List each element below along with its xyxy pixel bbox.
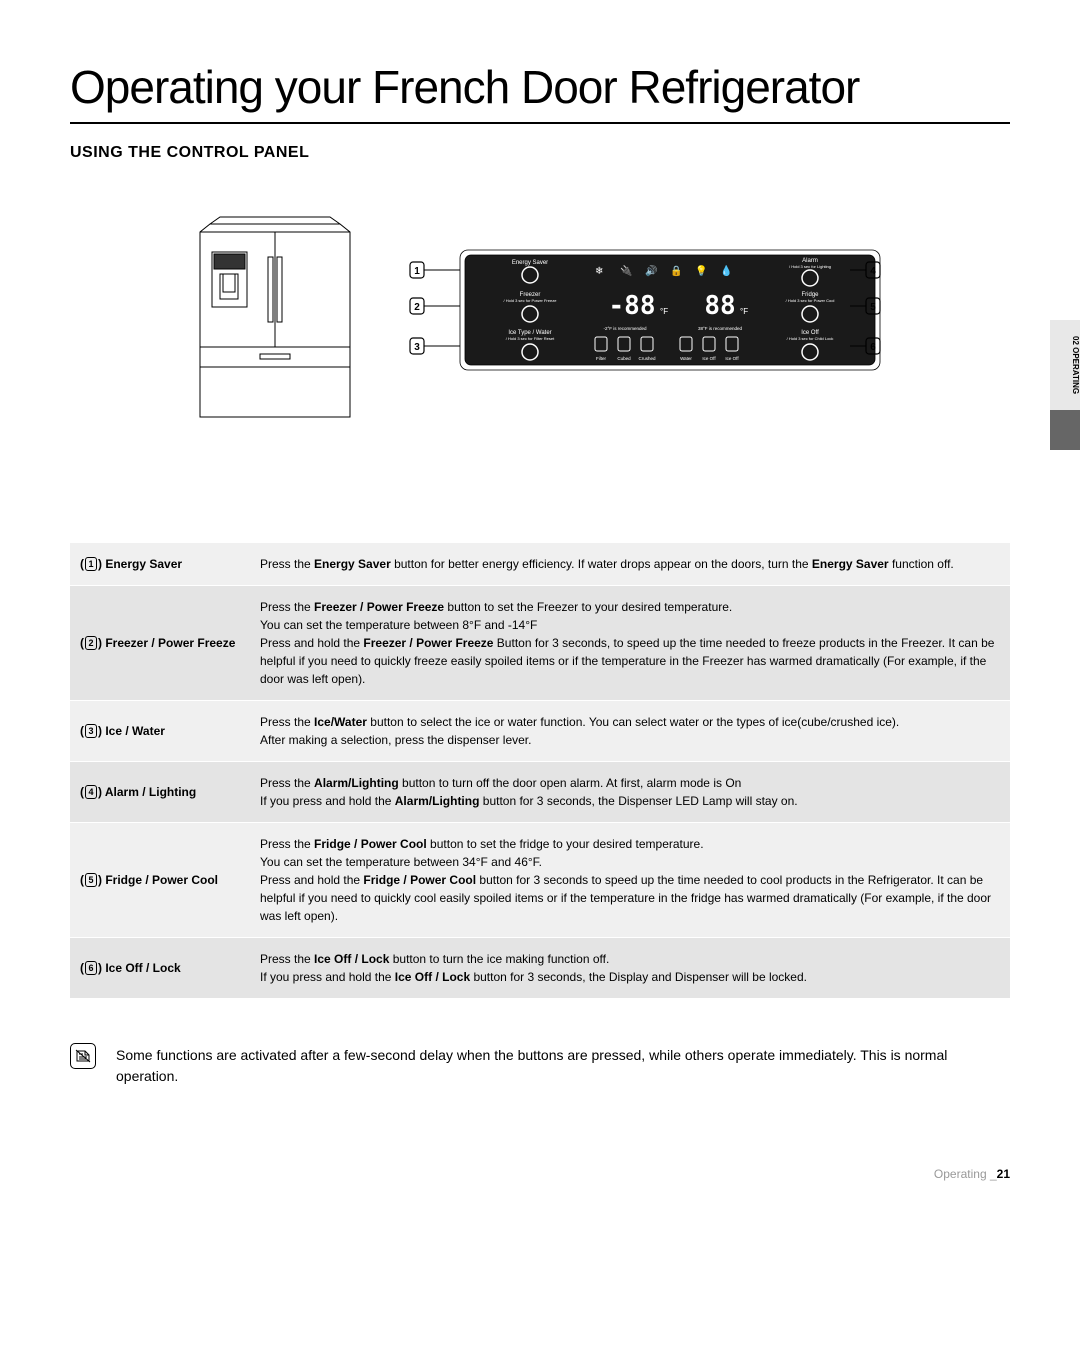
function-description: Press the Energy Saver button for better… xyxy=(260,543,1010,586)
svg-text:88: 88 xyxy=(704,291,735,321)
svg-text:/ Hold 3 sec for Power Freeze: / Hold 3 sec for Power Freeze xyxy=(504,298,558,303)
function-description: Press the Fridge / Power Cool button to … xyxy=(260,823,1010,938)
svg-text:🔊: 🔊 xyxy=(645,264,657,277)
function-row: (6) Ice Off / LockPress the Ice Off / Lo… xyxy=(70,938,1010,999)
svg-text:🔒: 🔒 xyxy=(670,265,682,277)
svg-text:Ice Off: Ice Off xyxy=(725,356,739,361)
function-row: (3) Ice / WaterPress the Ice/Water butto… xyxy=(70,701,1010,762)
svg-text:-2°F is recommended: -2°F is recommended xyxy=(603,326,647,331)
svg-text:°F: °F xyxy=(660,307,668,316)
function-description: Press the Freezer / Power Freeze button … xyxy=(260,586,1010,701)
page-title: Operating your French Door Refrigerator xyxy=(70,60,1010,124)
svg-text:38°F is recommended: 38°F is recommended xyxy=(698,326,743,331)
note-container: Some functions are activated after a few… xyxy=(70,1043,1010,1087)
svg-text:Energy Saver: Energy Saver xyxy=(512,260,548,266)
svg-text:Crushed: Crushed xyxy=(638,356,656,361)
fridge-illustration xyxy=(190,202,360,422)
svg-text:/ Hold 3 sec for Power Cool: / Hold 3 sec for Power Cool xyxy=(786,298,835,303)
svg-text:2: 2 xyxy=(414,302,420,313)
diagram-container: 1 2 3 4 5 6 Energy xyxy=(70,202,1010,422)
note-text: Some functions are activated after a few… xyxy=(116,1043,1010,1087)
side-tab-label: 02 OPERATING xyxy=(1050,320,1080,410)
control-panel-illustration: 1 2 3 4 5 6 Energy xyxy=(400,242,890,382)
function-row: (4) Alarm / LightingPress the Alarm/Ligh… xyxy=(70,762,1010,823)
side-tab-marker xyxy=(1050,410,1080,450)
function-row: (5) Fridge / Power CoolPress the Fridge … xyxy=(70,823,1010,938)
function-label: (6) Ice Off / Lock xyxy=(70,938,260,999)
svg-text:/ Hold 3 sec for Child Lock: / Hold 3 sec for Child Lock xyxy=(787,336,834,341)
svg-text:💧: 💧 xyxy=(720,264,732,277)
svg-text:°F: °F xyxy=(740,307,748,316)
svg-text:1: 1 xyxy=(414,266,420,277)
svg-text:6: 6 xyxy=(870,342,876,353)
svg-text:/ Hold 3 sec for Filter Reset: / Hold 3 sec for Filter Reset xyxy=(506,336,555,341)
page-footer: Operating _21 xyxy=(70,1167,1010,1181)
function-description: Press the Ice/Water button to select the… xyxy=(260,701,1010,762)
function-row: (2) Freezer / Power FreezePress the Free… xyxy=(70,586,1010,701)
svg-text:Ice Off: Ice Off xyxy=(702,356,716,361)
svg-text:Filter: Filter xyxy=(596,356,607,361)
section-title: USING THE CONTROL PANEL xyxy=(70,144,1010,162)
svg-text:/ Hold 3 sec for Lighting: / Hold 3 sec for Lighting xyxy=(789,264,831,269)
svg-text:3: 3 xyxy=(414,342,420,353)
side-tab: 02 OPERATING xyxy=(1050,320,1080,450)
function-description: Press the Ice Off / Lock button to turn … xyxy=(260,938,1010,999)
svg-text:4: 4 xyxy=(870,266,876,277)
function-row: (1) Energy SaverPress the Energy Saver b… xyxy=(70,543,1010,586)
function-label: (3) Ice / Water xyxy=(70,701,260,762)
function-description: Press the Alarm/Lighting button to turn … xyxy=(260,762,1010,823)
svg-text:Cubed: Cubed xyxy=(617,356,631,361)
function-label: (1) Energy Saver xyxy=(70,543,260,586)
function-label: (5) Fridge / Power Cool xyxy=(70,823,260,938)
svg-text:💡: 💡 xyxy=(695,264,707,277)
functions-table: (1) Energy SaverPress the Energy Saver b… xyxy=(70,542,1010,998)
footer-label: Operating _ xyxy=(934,1167,997,1181)
svg-text:-88: -88 xyxy=(609,291,656,321)
svg-text:❄: ❄ xyxy=(595,266,603,277)
function-label: (4) Alarm / Lighting xyxy=(70,762,260,823)
footer-page-number: 21 xyxy=(997,1167,1010,1181)
svg-text:🔌: 🔌 xyxy=(620,264,632,277)
svg-text:5: 5 xyxy=(870,302,876,313)
note-icon xyxy=(70,1043,96,1069)
svg-text:Water: Water xyxy=(680,356,692,361)
function-label: (2) Freezer / Power Freeze xyxy=(70,586,260,701)
